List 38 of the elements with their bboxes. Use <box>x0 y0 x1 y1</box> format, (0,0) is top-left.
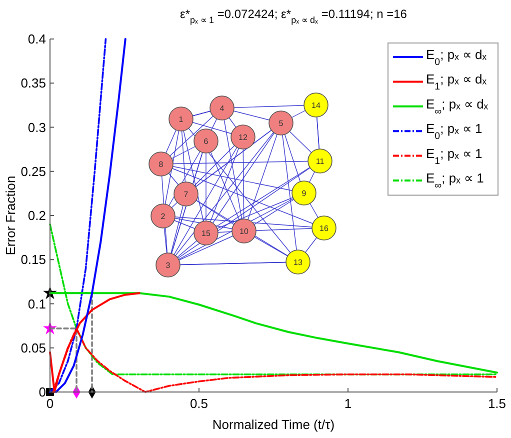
annotation: 10 <box>240 227 249 236</box>
annotation: 7 <box>184 190 189 199</box>
y-tick-label: 0.05 <box>20 340 46 356</box>
y-tick-label: 0.4 <box>28 32 46 46</box>
y-tick-label: 0.15 <box>20 252 46 268</box>
annotation: 6 <box>204 137 209 146</box>
y-axis-title: Error Fraction <box>3 176 18 256</box>
legend-label: E$_{1}$; pₓ ∝ 1 <box>426 146 482 166</box>
legend-label: E$_{0}$; pₓ ∝ dₓ <box>426 47 488 68</box>
y-tick-label: 0.3 <box>28 120 46 135</box>
line-series <box>54 38 126 393</box>
annotation: 9 <box>302 189 307 198</box>
annotation: 14 <box>312 101 321 110</box>
y-tick-label: 0.2 <box>28 208 46 223</box>
annotation: 4 <box>220 104 225 113</box>
y-tick-label: 0.1 <box>28 296 46 312</box>
annotation: 3 <box>166 261 171 270</box>
legend-label: E$_{∞}$; pₓ ∝ dₓ <box>426 96 489 117</box>
y-tick-label: 0.35 <box>20 76 46 91</box>
annotation: 15 <box>202 229 211 238</box>
annotation: 1 <box>178 115 184 124</box>
annotation: 5 <box>278 119 284 128</box>
annotation: 12 <box>238 133 248 142</box>
x-tick-label: 0.5 <box>190 396 208 411</box>
x-axis-title: Normalized Time (t/τ) <box>212 417 335 432</box>
x-tick-label: 1.5 <box>488 396 506 411</box>
y-tick-label: 0.25 <box>20 164 46 179</box>
annotation: 13 <box>294 258 303 267</box>
x-tick-label: 1 <box>344 396 352 411</box>
annotation: 16 <box>320 224 329 233</box>
y-tick-label: 0 <box>38 384 46 400</box>
legend-label: E$_{∞}$; pₓ ∝ 1 <box>426 170 484 191</box>
annotation: 11 <box>316 157 325 166</box>
legend-label: E$_{1}$; pₓ ∝ dₓ <box>426 72 488 92</box>
annotation: 8 <box>158 160 164 169</box>
chart-title: ε*$_{pₓ ∝ 1}$ =0.072424; ε*$_{pₓ ∝ dₓ}$ =0.11194; n =16 <box>180 7 408 25</box>
annotation: 2 <box>160 212 166 221</box>
legend-label: E$_{0}$; pₓ ∝ 1 <box>426 121 482 142</box>
